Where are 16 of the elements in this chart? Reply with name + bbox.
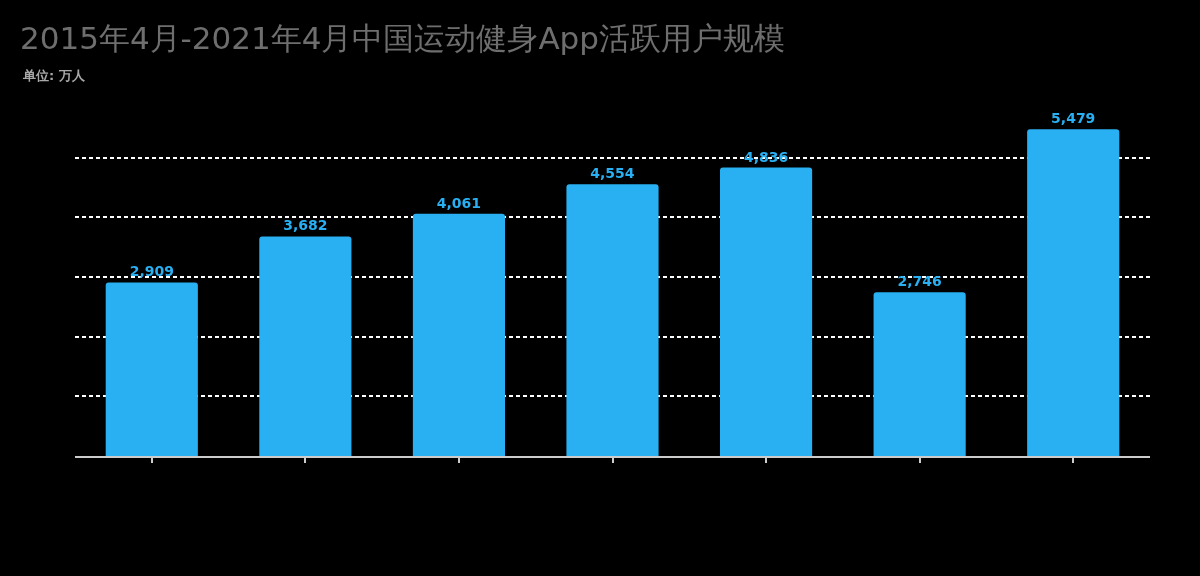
bar	[412, 213, 505, 456]
bar	[259, 236, 352, 456]
bar	[1027, 129, 1120, 456]
data-label: 3,682	[283, 217, 328, 234]
data-label: 2,909	[129, 263, 174, 280]
data-label: 4,836	[743, 148, 789, 165]
bar	[105, 282, 198, 456]
bar	[873, 292, 966, 456]
data-label: 5,479	[1051, 110, 1096, 127]
chart-subtitle: 单位: 万人	[22, 68, 86, 83]
data-label: 4,061	[436, 194, 482, 211]
data-label: 4,554	[590, 165, 635, 182]
data-label: 2,746	[897, 273, 942, 290]
chart-title: 2015年4月-2021年4月中国运动健身App活跃用户规模	[20, 19, 785, 56]
bar	[566, 184, 659, 456]
bar	[720, 167, 813, 456]
